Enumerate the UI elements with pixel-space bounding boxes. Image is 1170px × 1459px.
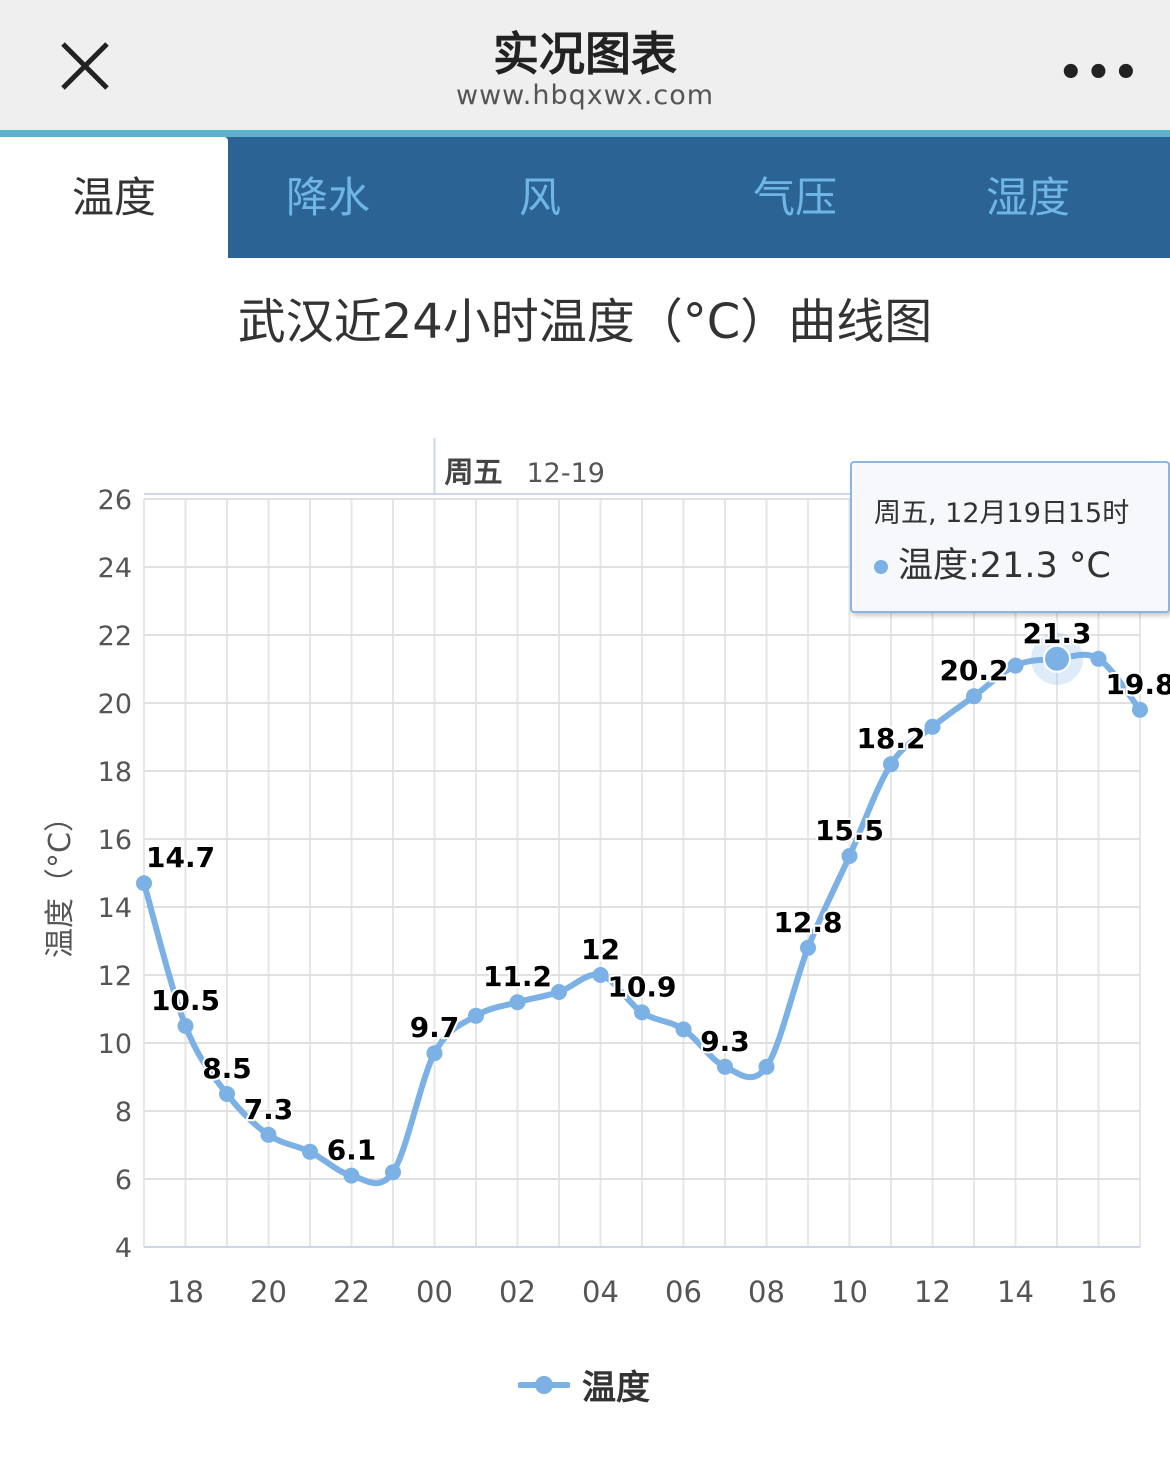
- tab-wind[interactable]: 风: [518, 173, 561, 222]
- tab-temperature[interactable]: 温度: [0, 137, 228, 258]
- data-label: 18.2: [856, 722, 925, 755]
- data-point: [883, 756, 899, 773]
- data-point: [509, 994, 526, 1011]
- x-tick-label: 04: [582, 1275, 619, 1309]
- x-tick-label: 22: [333, 1275, 370, 1309]
- data-point: [1090, 650, 1107, 667]
- data-point: [136, 875, 152, 892]
- legend-item[interactable]: 温度: [518, 1360, 650, 1409]
- data-label: 9.7: [410, 1011, 460, 1044]
- data-label: 20.2: [939, 654, 1008, 687]
- y-tick-label: 14: [98, 893, 132, 924]
- tooltip-title: 周五, 12月19日15时: [874, 498, 1130, 529]
- data-label: 21.3: [1022, 617, 1091, 650]
- y-axis-label: 温度（°C）: [43, 802, 78, 958]
- data-point: [924, 718, 941, 735]
- x-tick-label: 02: [499, 1275, 536, 1309]
- tab-pressure[interactable]: 气压: [752, 173, 837, 222]
- data-label: 19.8: [1105, 668, 1170, 701]
- y-tick-label: 10: [98, 1029, 132, 1060]
- top-bar: 实况图表 www.hbqxwx.com •••: [0, 0, 1170, 130]
- tooltip-value-row: 温度:21.3 °C: [874, 537, 1111, 588]
- data-point: [1007, 657, 1024, 674]
- x-tick-label: 18: [167, 1275, 204, 1309]
- legend-line-icon: [518, 1375, 570, 1394]
- data-point: [592, 967, 609, 983]
- data-label: 11.2: [483, 960, 552, 993]
- x-tick-label: 12: [914, 1275, 951, 1309]
- data-point: [343, 1167, 360, 1184]
- y-tick-label: 8: [115, 1097, 132, 1128]
- y-tick-label: 6: [115, 1165, 132, 1196]
- series-dot-icon: [874, 560, 888, 574]
- tooltip-value: 温度:21.3 °C: [898, 546, 1111, 586]
- data-point: [1132, 701, 1148, 718]
- tab-humidity[interactable]: 湿度: [985, 173, 1070, 222]
- data-point: [758, 1058, 775, 1075]
- data-point: [717, 1058, 733, 1075]
- y-tick-label: 20: [98, 689, 132, 720]
- y-tick-label: 16: [98, 825, 132, 856]
- data-point: [177, 1018, 194, 1034]
- tab-precipitation[interactable]: 降水: [285, 173, 370, 222]
- data-label: 10.5: [151, 984, 220, 1017]
- data-label: 15.5: [815, 814, 884, 847]
- data-point: [260, 1126, 277, 1143]
- data-label: 9.3: [700, 1025, 750, 1058]
- x-tick-label: 20: [250, 1275, 287, 1309]
- data-label: 12.8: [773, 906, 842, 939]
- date-label: 12-19: [527, 458, 605, 489]
- data-label: 8.5: [202, 1052, 252, 1085]
- tooltip: 周五, 12月19日15时 温度:21.3 °C: [850, 461, 1170, 613]
- data-point: [385, 1164, 401, 1181]
- x-tick-label: 16: [1080, 1275, 1117, 1309]
- data-point: [551, 984, 567, 1000]
- y-tick-label: 4: [115, 1233, 132, 1264]
- legend-label: 温度: [582, 1368, 650, 1408]
- data-point: [675, 1021, 692, 1038]
- more-dots-icon[interactable]: •••: [1058, 50, 1141, 96]
- data-point: [634, 1004, 650, 1021]
- y-tick-label: 18: [98, 757, 132, 788]
- data-label: 6.1: [327, 1134, 377, 1167]
- data-point: [966, 688, 982, 705]
- y-tick-label: 22: [98, 621, 132, 652]
- close-icon[interactable]: [55, 38, 115, 94]
- data-point: [841, 848, 858, 864]
- data-point: [800, 939, 816, 956]
- y-tick-label: 24: [98, 553, 132, 584]
- data-point: [426, 1045, 443, 1062]
- y-tick-label: 12: [98, 961, 132, 992]
- x-tick-label: 06: [665, 1275, 702, 1309]
- data-label: 7.3: [244, 1093, 294, 1126]
- x-tick-label: 08: [748, 1275, 785, 1309]
- accent-bar: [0, 130, 1170, 137]
- data-point-highlighted: [1043, 644, 1071, 673]
- data-label: 14.7: [146, 841, 215, 874]
- y-tick-label: 26: [98, 485, 132, 516]
- data-label: 12: [581, 933, 620, 966]
- day-label: 周五: [445, 455, 503, 489]
- x-tick-label: 14: [997, 1275, 1034, 1309]
- x-tick-label: 00: [416, 1275, 453, 1309]
- site-url: www.hbqxwx.com: [455, 80, 715, 111]
- data-point: [468, 1007, 484, 1024]
- data-label: 10.9: [607, 970, 676, 1003]
- data-point: [219, 1086, 235, 1102]
- chart-title: 武汉近24小时温度（°C）曲线图: [237, 294, 933, 350]
- x-tick-label: 10: [831, 1275, 868, 1309]
- tab-bar: 温度 降水 风 气压 湿度: [0, 137, 1170, 258]
- data-point: [302, 1143, 318, 1160]
- app-title: 实况图表: [493, 27, 677, 81]
